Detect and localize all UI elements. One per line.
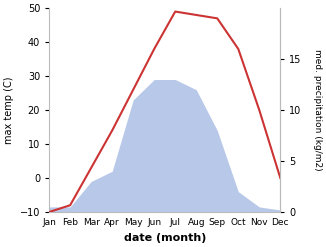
X-axis label: date (month): date (month) — [124, 233, 206, 243]
Y-axis label: max temp (C): max temp (C) — [4, 76, 14, 144]
Y-axis label: med. precipitation (kg/m2): med. precipitation (kg/m2) — [313, 49, 322, 171]
